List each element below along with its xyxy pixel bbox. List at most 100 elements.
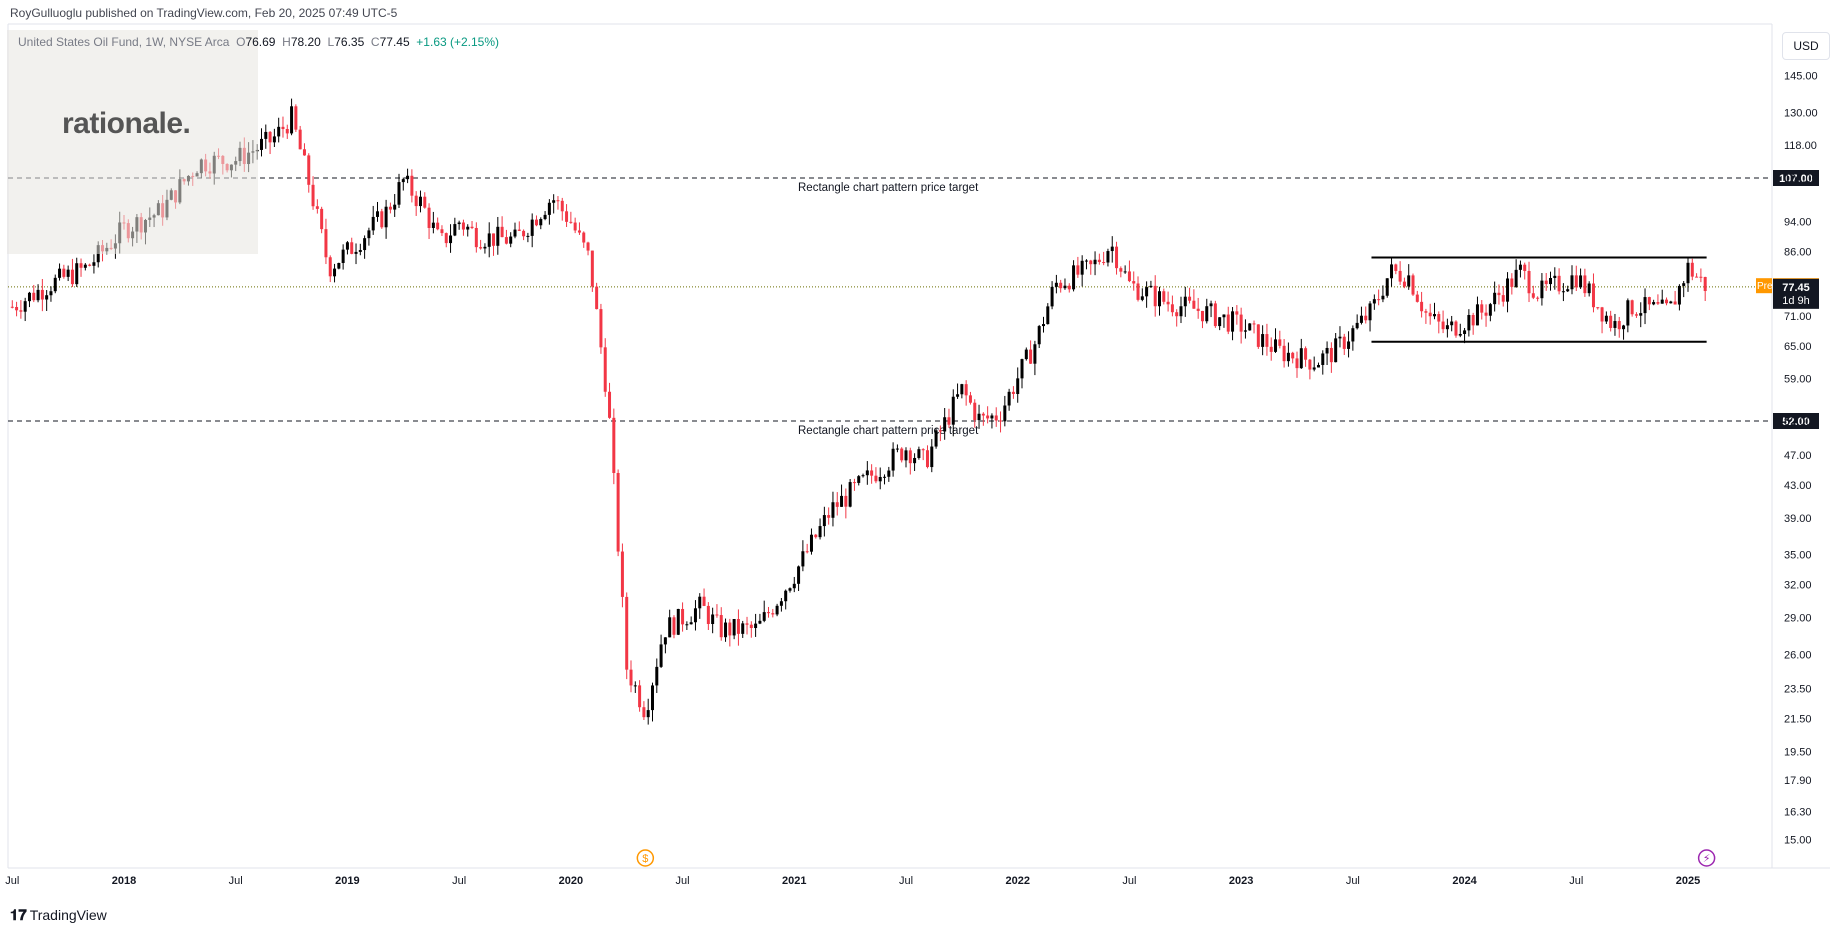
candle-body [754,623,758,629]
time-axis-tick-label: Jul [1569,875,1583,887]
candle-body [328,257,332,277]
candle-body [1514,269,1518,287]
candle-body [1450,321,1454,326]
candle-body [1506,278,1510,302]
candle-body [1647,297,1651,305]
price-target-label: 107.00 [1779,173,1813,185]
candle-body [1454,321,1458,336]
price-axis-tick-label: 21.50 [1784,713,1812,725]
candle-body [53,277,57,292]
candle-body [719,615,723,638]
candle-body [1587,283,1591,294]
candle-body [1295,358,1299,369]
low-label: L [327,35,335,49]
candle-body [659,644,663,667]
candle-body [1402,281,1406,287]
pre-market-tag: Pre [1757,281,1773,292]
candle-body [818,526,822,538]
candle-body [10,306,14,308]
candle-body [1634,314,1638,316]
candle-body [646,710,650,718]
candle-body [1016,378,1020,394]
currency-button[interactable]: USD [1782,32,1830,60]
event-markers[interactable]: $ ⚡ [636,849,1716,867]
candle-body [844,495,848,507]
candle-body [883,476,887,478]
candle-body [612,417,616,474]
candle-body [384,206,388,228]
candle-body [1630,300,1634,315]
candle-body [590,250,594,287]
candle-body [1299,348,1303,369]
candle-body [917,449,921,458]
candle-body [728,622,732,636]
candle-body [801,551,805,567]
candle-body [1471,314,1475,326]
candle-body [1682,283,1686,286]
price-axis-tick-label: 15.00 [1784,835,1812,847]
candle-body [1269,346,1273,352]
candle-body [921,449,925,451]
candle-body [1170,304,1174,313]
candle-body [427,207,431,228]
price-axis-tick-label: 71.00 [1784,311,1812,323]
candle-body [556,200,560,202]
candle-body [1639,313,1643,316]
symbol-legend: United States Oil Fund, 1W, NYSE Arca O7… [18,35,499,49]
lightning-event-icon[interactable]: ⚡ [1697,849,1716,867]
candle-body [835,502,839,507]
candle-body [70,269,74,285]
candle-body [1381,295,1385,300]
candle-body [1394,264,1398,271]
candle-body [1617,321,1621,330]
tradingview-logo[interactable]: 𝟏𝟕 TradingView [10,907,107,924]
candle-body [1291,352,1295,359]
candle-body [444,233,448,244]
candle-body [345,242,349,250]
candle-body [40,289,44,300]
candle-body [367,230,371,239]
candle-body [418,196,422,207]
candle-body [1033,344,1037,364]
candle-body [1127,271,1131,282]
candle-body [715,614,719,616]
candle-body [608,391,612,418]
candle-body [986,415,990,419]
candle-body [277,126,281,137]
candle-body [771,613,775,615]
candle-body [792,583,796,589]
time-axis-tick-label: Jul [452,875,466,887]
candle-body [1501,295,1505,302]
candle-body [1282,345,1286,362]
price-target-label-bg [1773,170,1819,186]
candle-body [1041,324,1045,327]
candle-body [964,384,968,396]
candle-body [822,515,826,527]
candle-body [1488,304,1492,316]
last-price-box [1773,278,1819,309]
candle-body [1067,285,1071,290]
candle-body [758,620,762,624]
candle-body [951,396,955,425]
candle-body [1218,317,1222,327]
price-axis-tick-label: 107.00 [1784,173,1818,185]
candle-body [663,637,667,645]
candle-body [27,292,31,302]
candle-body [642,707,646,718]
candle-body [1677,285,1681,305]
candle-body [767,612,771,614]
candle-body [1355,322,1359,329]
candle-body [1407,275,1411,287]
time-axis-tick-label: Jul [229,875,243,887]
candle-body [973,402,977,421]
dividend-marker-icon[interactable]: $ [636,849,655,867]
candle-body [1213,303,1217,327]
candle-body [1243,330,1247,332]
candle-body [1162,291,1166,302]
candle-body [638,685,642,708]
candle-body [449,235,453,244]
candle-body [1480,304,1484,313]
candle-body [887,470,891,477]
candle-body [1226,314,1230,332]
